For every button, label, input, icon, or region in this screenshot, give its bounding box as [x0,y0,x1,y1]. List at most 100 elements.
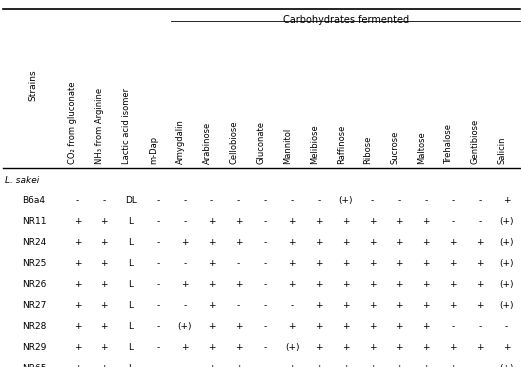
Text: NR29: NR29 [22,343,47,352]
Text: +: + [315,343,322,352]
Text: +: + [395,301,403,310]
Text: -: - [264,301,267,310]
Text: +: + [101,364,108,367]
Text: Gentibiose: Gentibiose [471,119,480,164]
Text: +: + [369,217,376,226]
Text: Cellobiose: Cellobiose [229,121,239,164]
Text: +: + [449,301,457,310]
Text: +: + [181,238,189,247]
Text: +: + [395,364,403,367]
Text: NR28: NR28 [22,322,47,331]
Text: +: + [342,343,350,352]
Text: Arabinose: Arabinose [203,122,212,164]
Text: +: + [449,259,457,268]
Text: +: + [315,280,322,289]
Text: L. sakei: L. sakei [5,175,40,185]
Text: (+): (+) [285,343,299,352]
Text: -: - [156,364,159,367]
Text: Sucrose: Sucrose [390,131,399,164]
Text: -: - [264,196,267,206]
Text: -: - [183,196,187,206]
Text: +: + [288,322,296,331]
Text: -: - [451,196,454,206]
Text: +: + [315,259,322,268]
Text: -: - [264,364,267,367]
Text: -: - [264,322,267,331]
Text: +: + [369,364,376,367]
Text: -: - [505,322,508,331]
Text: +: + [208,364,215,367]
Text: +: + [74,301,81,310]
Text: L: L [129,322,133,331]
Text: Mannitol: Mannitol [283,128,292,164]
Text: -: - [237,259,240,268]
Text: CO₂ from gluconate: CO₂ from gluconate [68,82,78,164]
Text: -: - [478,364,481,367]
Text: +: + [74,238,81,247]
Text: L: L [129,217,133,226]
Text: Melibiose: Melibiose [310,125,319,164]
Text: (+): (+) [499,301,514,310]
Text: +: + [101,217,108,226]
Text: +: + [369,280,376,289]
Text: +: + [476,259,483,268]
Text: +: + [342,322,350,331]
Text: +: + [423,301,430,310]
Text: -: - [156,301,159,310]
Text: +: + [476,343,483,352]
Text: NR11: NR11 [22,217,47,226]
Text: (+): (+) [339,196,353,206]
Text: -: - [183,364,187,367]
Text: -: - [237,301,240,310]
Text: +: + [476,280,483,289]
Text: -: - [156,343,159,352]
Text: L: L [129,280,133,289]
Text: -: - [237,196,240,206]
Text: -: - [264,343,267,352]
Text: +: + [101,238,108,247]
Text: +: + [234,322,242,331]
Text: +: + [395,217,403,226]
Text: +: + [74,364,81,367]
Text: +: + [395,259,403,268]
Text: +: + [449,238,457,247]
Text: -: - [398,196,401,206]
Text: NR26: NR26 [22,280,47,289]
Text: Carbohydrates fermented: Carbohydrates fermented [282,15,408,25]
Text: -: - [264,217,267,226]
Text: -: - [478,217,481,226]
Text: +: + [449,343,457,352]
Text: +: + [423,322,430,331]
Text: +: + [181,280,189,289]
Text: L: L [129,343,133,352]
Text: +: + [476,238,483,247]
Text: +: + [208,238,215,247]
Text: (+): (+) [499,280,514,289]
Text: -: - [451,217,454,226]
Text: +: + [449,364,457,367]
Text: -: - [76,196,79,206]
Text: +: + [74,259,81,268]
Text: +: + [101,280,108,289]
Text: Raffinose: Raffinose [337,125,345,164]
Text: +: + [423,280,430,289]
Text: m-Dap: m-Dap [149,136,158,164]
Text: -: - [156,280,159,289]
Text: +: + [369,238,376,247]
Text: +: + [395,343,403,352]
Text: +: + [449,280,457,289]
Text: +: + [181,343,189,352]
Text: +: + [74,343,81,352]
Text: B6a4: B6a4 [22,196,45,206]
Text: +: + [208,322,215,331]
Text: +: + [342,280,350,289]
Text: L: L [129,364,133,367]
Text: NR65: NR65 [22,364,47,367]
Text: -: - [183,217,187,226]
Text: -: - [264,238,267,247]
Text: +: + [476,301,483,310]
Text: Lactic acid isomer: Lactic acid isomer [122,88,131,164]
Text: -: - [156,259,159,268]
Text: -: - [264,280,267,289]
Text: +: + [369,322,376,331]
